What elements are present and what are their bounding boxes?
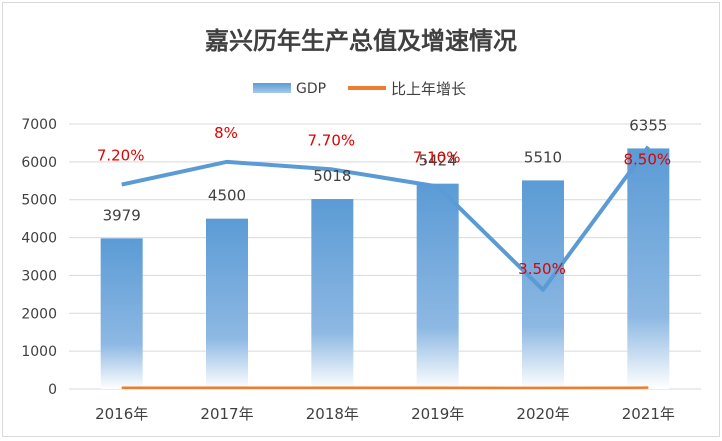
growth-value-label: 7.20% xyxy=(97,147,145,165)
gdp-bar xyxy=(522,180,564,389)
growth-value-label: 8.50% xyxy=(624,151,672,169)
y-axis: 0 1000 2000 3000 4000 5000 6000 7000 xyxy=(21,117,57,398)
gdp-value-label: 3979 xyxy=(103,206,141,224)
gdp-value-label: 4500 xyxy=(208,187,246,205)
growth-value-label: 7.70% xyxy=(308,131,356,149)
y-tick-label: 4000 xyxy=(21,231,57,247)
legend-gdp-swatch xyxy=(253,83,291,93)
y-tick-label: 2000 xyxy=(21,306,57,322)
y-tick-label: 3000 xyxy=(21,268,57,284)
y-tick-label: 1000 xyxy=(21,344,57,360)
y-tick-label: 0 xyxy=(48,382,57,398)
growth-value-label: 7.10% xyxy=(413,148,461,166)
gdp-value-label: 6355 xyxy=(629,116,667,134)
gdp-bar xyxy=(101,238,143,389)
gdp-bar xyxy=(206,219,248,389)
x-tick-label: 2017年 xyxy=(200,405,253,423)
gdp-value-label: 5018 xyxy=(313,167,351,185)
blue-trend-line xyxy=(122,147,649,290)
gdp-bar xyxy=(417,184,459,389)
legend-growth-label: 比上年增长 xyxy=(391,80,466,98)
growth-value-label: 8% xyxy=(214,124,238,142)
legend-gdp-label: GDP xyxy=(296,81,326,97)
gdp-value-label: 5510 xyxy=(524,148,562,166)
gdp-chart: 嘉兴历年生产总值及增速情况 GDP 比上年增长 0 1000 2000 3000 400… xyxy=(3,3,719,436)
x-tick-label: 2018年 xyxy=(306,405,359,423)
y-tick-label: 6000 xyxy=(21,155,57,171)
gridlines xyxy=(69,124,701,389)
x-tick-label: 2020年 xyxy=(516,405,569,423)
chart-title: 嘉兴历年生产总值及增速情况 xyxy=(205,27,517,55)
x-tick-label: 2019年 xyxy=(411,405,464,423)
x-tick-label: 2016年 xyxy=(95,405,148,423)
y-tick-label: 7000 xyxy=(21,117,57,133)
gdp-bar xyxy=(311,199,353,389)
gdp-bars xyxy=(101,148,670,389)
x-axis: 2016年 2017年 2018年 2019年 2020年 2021年 xyxy=(95,405,675,423)
growth-value-label: 3.50% xyxy=(518,260,566,278)
gdp-bar xyxy=(627,148,669,389)
series-lines xyxy=(122,147,649,388)
legend: GDP 比上年增长 xyxy=(253,80,466,98)
y-tick-label: 5000 xyxy=(21,193,57,209)
x-tick-label: 2021年 xyxy=(622,405,675,423)
